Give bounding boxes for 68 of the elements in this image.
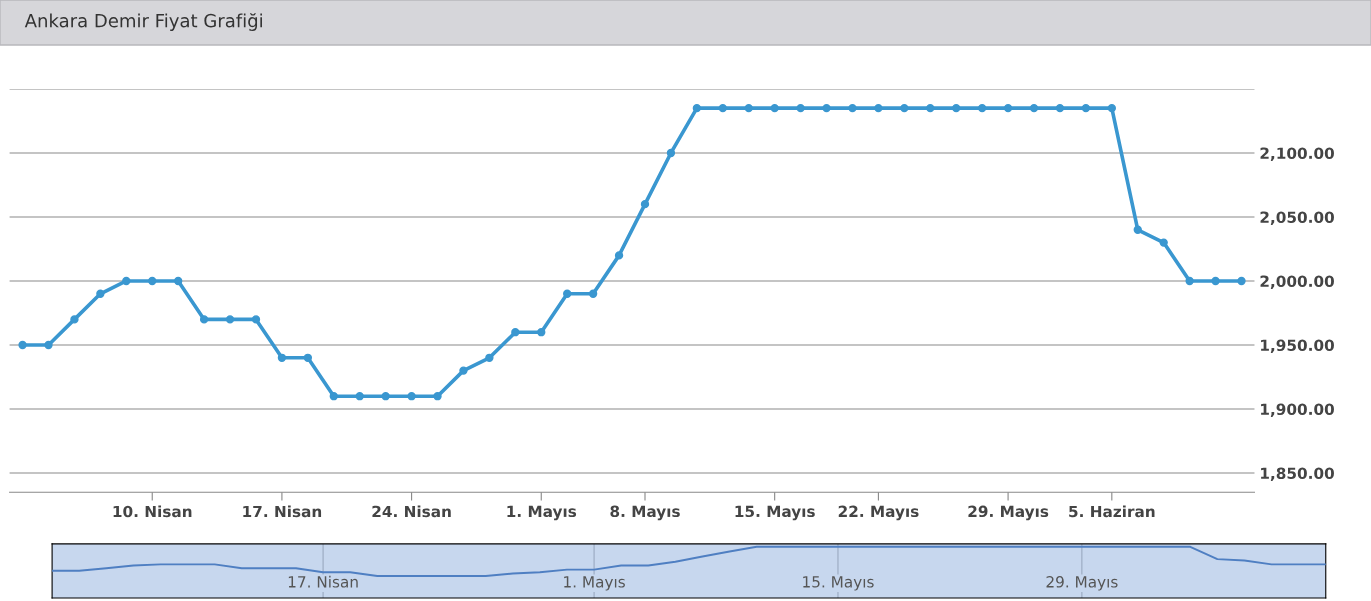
point — [1055, 103, 1065, 113]
x-tick-label: 29. Mayıs — [1046, 576, 1118, 591]
point — [822, 103, 831, 113]
point — [277, 353, 287, 362]
y-tick-label: 1,850.00 — [1261, 467, 1334, 481]
x-tick-label: 29. Mayıs — [968, 505, 1049, 521]
y-tick-label: 2,000.00 — [1260, 275, 1334, 289]
y-tick-label: 1,900.00 — [1261, 403, 1334, 417]
x-tick-label: 8. Mayıs — [610, 505, 680, 521]
point — [18, 340, 27, 350]
point — [407, 392, 416, 401]
x-tick-label: 17. Nisan — [288, 575, 358, 588]
point — [614, 251, 624, 260]
x-tick-label: 24. Nisan — [372, 505, 451, 518]
point — [433, 392, 442, 401]
point — [459, 366, 468, 375]
x-tick-label: 10. Nisan — [113, 505, 192, 518]
point — [303, 353, 313, 362]
point — [563, 289, 572, 298]
point — [485, 353, 494, 362]
point — [588, 289, 598, 298]
point — [744, 103, 753, 113]
point — [148, 276, 157, 286]
point — [718, 103, 727, 113]
point — [1107, 103, 1116, 113]
point — [1081, 103, 1091, 113]
point — [900, 103, 909, 113]
x-tick-label: 5. Haziran — [1069, 505, 1155, 518]
point — [1029, 103, 1039, 113]
point — [848, 103, 857, 113]
point — [1159, 238, 1168, 247]
x-tick-label: 1. Mayıs — [507, 505, 577, 521]
point — [511, 328, 520, 337]
x-tick-label: 22. Mayıs — [838, 505, 919, 521]
x-tick-label: 1. Mayıs — [564, 576, 625, 591]
point — [1237, 276, 1246, 286]
x-tick-label: 17. Nisan — [243, 505, 322, 518]
point — [199, 315, 209, 324]
point — [225, 315, 235, 324]
x-tick-label: 15. Mayıs — [735, 505, 815, 521]
point — [692, 103, 702, 113]
point — [926, 103, 935, 113]
point — [122, 276, 131, 286]
point — [44, 340, 53, 350]
point — [666, 148, 676, 158]
point — [640, 200, 650, 209]
point — [381, 392, 390, 401]
point — [251, 315, 261, 324]
point — [952, 103, 961, 113]
point — [1211, 276, 1220, 286]
y-tick-label: 2,100.00 — [1260, 147, 1334, 161]
point — [977, 103, 987, 113]
point — [1185, 276, 1194, 286]
point — [70, 315, 79, 324]
point — [174, 276, 183, 286]
point — [796, 103, 805, 113]
x-tick-label: 15. Mayıs — [803, 576, 874, 591]
point — [1003, 103, 1013, 113]
point — [355, 392, 364, 401]
point — [537, 328, 546, 337]
point — [329, 392, 338, 401]
y-tick-label: 1,950.00 — [1261, 339, 1334, 353]
chart-title: Ankara Demir Fiyat Grafiği — [24, 13, 262, 31]
point — [1133, 225, 1142, 234]
y-tick-label: 2,050.00 — [1260, 211, 1334, 225]
point — [96, 289, 105, 298]
point — [770, 103, 779, 113]
point — [874, 103, 883, 113]
